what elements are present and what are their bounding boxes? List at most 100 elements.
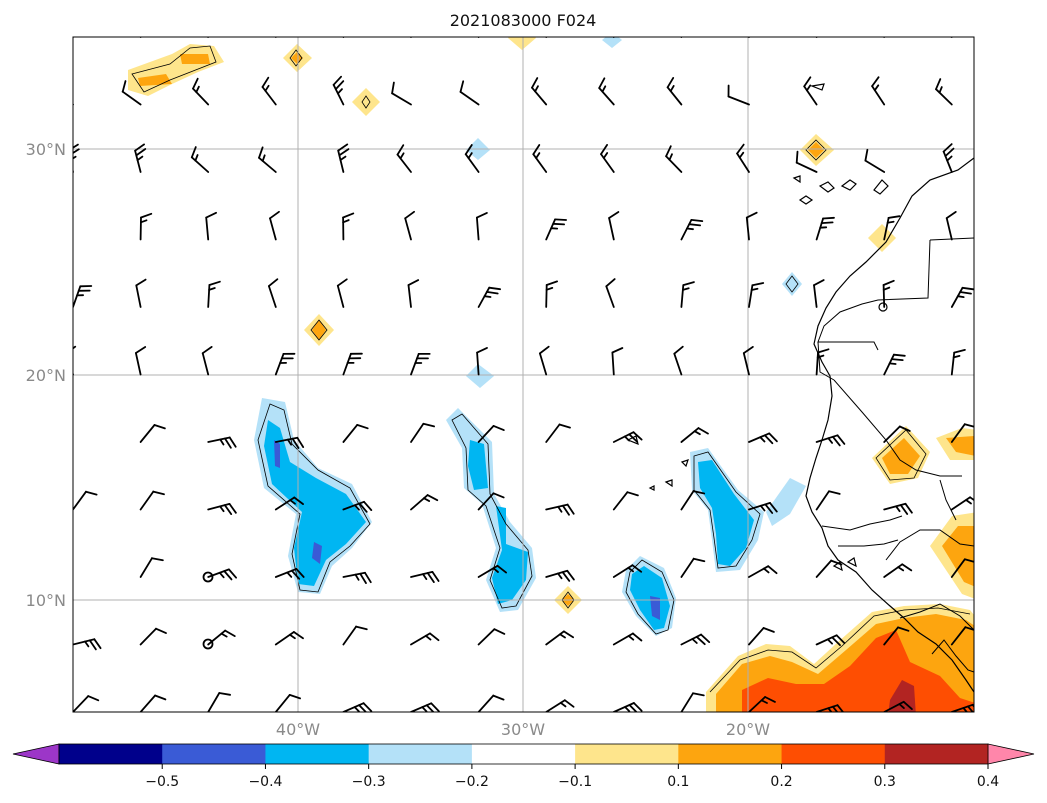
wind-barb-feather	[136, 155, 144, 162]
wind-barb	[207, 629, 227, 646]
wind-barb	[815, 434, 839, 443]
wind-barb	[396, 153, 412, 173]
wind-barb-feather	[208, 287, 216, 291]
wind-barb-feather	[608, 211, 620, 219]
wind-barb	[73, 37, 74, 38]
wind-barb	[815, 490, 830, 511]
wind-barb-feather	[669, 85, 675, 92]
wind-barb-feather	[876, 9, 884, 16]
wind-barb	[945, 217, 953, 241]
country-borders	[817, 237, 974, 673]
wind-barb-feather	[134, 346, 147, 354]
wind-barb-feather	[873, 84, 880, 92]
wind-barb	[477, 564, 499, 578]
wind-barb-feather	[806, 84, 812, 92]
colorbar-cell	[781, 744, 886, 764]
wind-barb-feather	[399, 19, 402, 24]
wind-barb-feather	[759, 436, 766, 443]
map-title: 2021083000 F024	[450, 11, 597, 30]
wind-barb-feather	[803, 76, 812, 88]
wind-barb-feather	[820, 221, 834, 225]
wind-barb-feather	[945, 210, 957, 220]
colorbar-tick-label: 0.1	[667, 774, 689, 790]
wind-barb-feather	[291, 437, 300, 449]
wind-barb-feather	[628, 433, 639, 443]
wind-barb-feather	[682, 281, 695, 287]
wind-barb-feather	[745, 211, 758, 219]
wind-barb-feather	[826, 638, 833, 645]
wind-barb-feather	[566, 503, 575, 515]
wind-barb	[795, 161, 818, 173]
wind-barb	[409, 37, 412, 38]
wind-barb	[545, 630, 565, 646]
wind-barb	[274, 568, 298, 578]
calm-wind-marker	[202, 638, 214, 650]
wind-barb-feather	[485, 290, 499, 295]
wind-barb	[680, 490, 695, 511]
wind-barb	[477, 694, 495, 712]
wind-barb	[612, 564, 634, 578]
wind-barb	[815, 217, 824, 241]
wind-barb	[748, 284, 754, 308]
wind-barb-feather	[935, 78, 942, 91]
lon-label-30w: 30°W	[501, 720, 545, 739]
wind-barb	[342, 423, 359, 443]
wind-barb	[121, 90, 142, 106]
wind-barb-feather	[396, 11, 401, 21]
wind-barb	[612, 431, 635, 443]
wind-barb-feather	[327, 12, 331, 22]
wind-barb-feather	[627, 566, 634, 573]
wind-barb-feather	[135, 9, 144, 15]
wind-barb-feather	[261, 76, 270, 88]
wind-barb	[139, 424, 156, 443]
wind-barb	[883, 353, 895, 376]
wind-barb-feather	[750, 287, 759, 291]
wind-barb-feather	[219, 438, 225, 446]
colorbar-tick-label: 0.3	[874, 774, 896, 790]
wind-barb	[545, 284, 548, 308]
positive-anomaly-area	[868, 224, 896, 252]
wind-barb-feather	[154, 694, 167, 701]
wind-barb-feather	[545, 280, 558, 286]
wind-barb	[815, 704, 839, 712]
wind-barb-feather	[342, 212, 355, 219]
wind-barb	[477, 492, 495, 511]
wind-barb-feather	[258, 146, 264, 159]
wind-barb-feather	[140, 212, 153, 219]
wind-barb-feather	[208, 280, 221, 286]
wind-barb-feather	[404, 210, 416, 220]
wind-barb-feather	[763, 434, 774, 445]
wind-barb-feather	[224, 629, 236, 637]
wind-barb-feather	[121, 80, 127, 93]
wind-barb	[205, 37, 210, 38]
calm-wind-marker	[878, 302, 888, 312]
wind-barb-feather	[492, 694, 505, 701]
wind-barb-feather	[700, 633, 711, 643]
wind-barb-feather	[353, 504, 360, 511]
wind-barb-feather	[697, 427, 709, 435]
colorbar-cell	[162, 744, 266, 764]
wind-barb	[332, 83, 345, 106]
wind-barb	[680, 633, 702, 646]
wind-barb-feather	[459, 80, 465, 93]
wind-barb-feather	[886, 220, 895, 224]
wind-barb-feather	[688, 223, 701, 227]
wind-barb-feather	[835, 634, 846, 644]
wind-barb-feather	[767, 565, 778, 575]
wind-barb	[207, 692, 221, 712]
colorbar-cell	[265, 744, 370, 764]
wind-barb-feather	[219, 505, 225, 513]
wind-barb	[680, 37, 683, 38]
wind-barb-feather	[817, 348, 830, 354]
wind-barb-feather	[93, 638, 102, 650]
wind-barb	[680, 218, 693, 241]
wind-barb	[342, 702, 365, 712]
wind-barb-feather	[155, 627, 167, 634]
wind-barb	[135, 284, 142, 308]
wind-barb	[680, 557, 695, 578]
colorbar-cell	[678, 744, 783, 764]
wind-barb-feather	[882, 286, 891, 291]
wind-barb-feather	[342, 219, 350, 224]
wind-barb-feather	[738, 151, 745, 159]
wind-barb-feather	[666, 77, 675, 89]
